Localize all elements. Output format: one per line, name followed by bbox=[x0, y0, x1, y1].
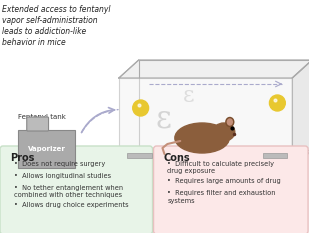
Text: •  Does not require surgery: • Does not require surgery bbox=[14, 161, 105, 167]
Polygon shape bbox=[119, 60, 312, 78]
Text: ε: ε bbox=[155, 103, 171, 134]
Text: •  Allows longitudinal studies: • Allows longitudinal studies bbox=[14, 173, 111, 179]
Text: •  Requires filter and exhaustion
systems: • Requires filter and exhaustion systems bbox=[168, 191, 276, 203]
Ellipse shape bbox=[226, 117, 234, 127]
Text: •  Allows drug choice experiments: • Allows drug choice experiments bbox=[14, 202, 129, 209]
FancyBboxPatch shape bbox=[18, 130, 75, 168]
Text: •  Requires large amounts of drug: • Requires large amounts of drug bbox=[168, 178, 281, 185]
FancyBboxPatch shape bbox=[154, 146, 308, 233]
FancyBboxPatch shape bbox=[119, 78, 292, 168]
Text: •  Difficult to calculate precisely
drug exposure: • Difficult to calculate precisely drug … bbox=[168, 161, 275, 174]
Ellipse shape bbox=[227, 119, 232, 125]
Ellipse shape bbox=[213, 123, 235, 141]
FancyBboxPatch shape bbox=[27, 117, 49, 131]
FancyBboxPatch shape bbox=[127, 153, 152, 158]
Text: Fentanyl tank: Fentanyl tank bbox=[18, 114, 66, 120]
FancyBboxPatch shape bbox=[0, 146, 153, 233]
Circle shape bbox=[270, 95, 285, 111]
Text: Vaporizer: Vaporizer bbox=[28, 146, 66, 152]
Polygon shape bbox=[292, 60, 312, 168]
Text: •  No tether entanglement when
combined with other techniques: • No tether entanglement when combined w… bbox=[14, 185, 123, 198]
Text: Extended access to fentanyl
vapor self-administration
leads to addiction-like
be: Extended access to fentanyl vapor self-a… bbox=[2, 5, 110, 47]
Text: Cons: Cons bbox=[163, 153, 190, 163]
Ellipse shape bbox=[175, 123, 229, 153]
Text: Pros: Pros bbox=[10, 153, 34, 163]
Text: ε: ε bbox=[183, 85, 194, 107]
FancyBboxPatch shape bbox=[262, 153, 287, 158]
Circle shape bbox=[133, 100, 149, 116]
